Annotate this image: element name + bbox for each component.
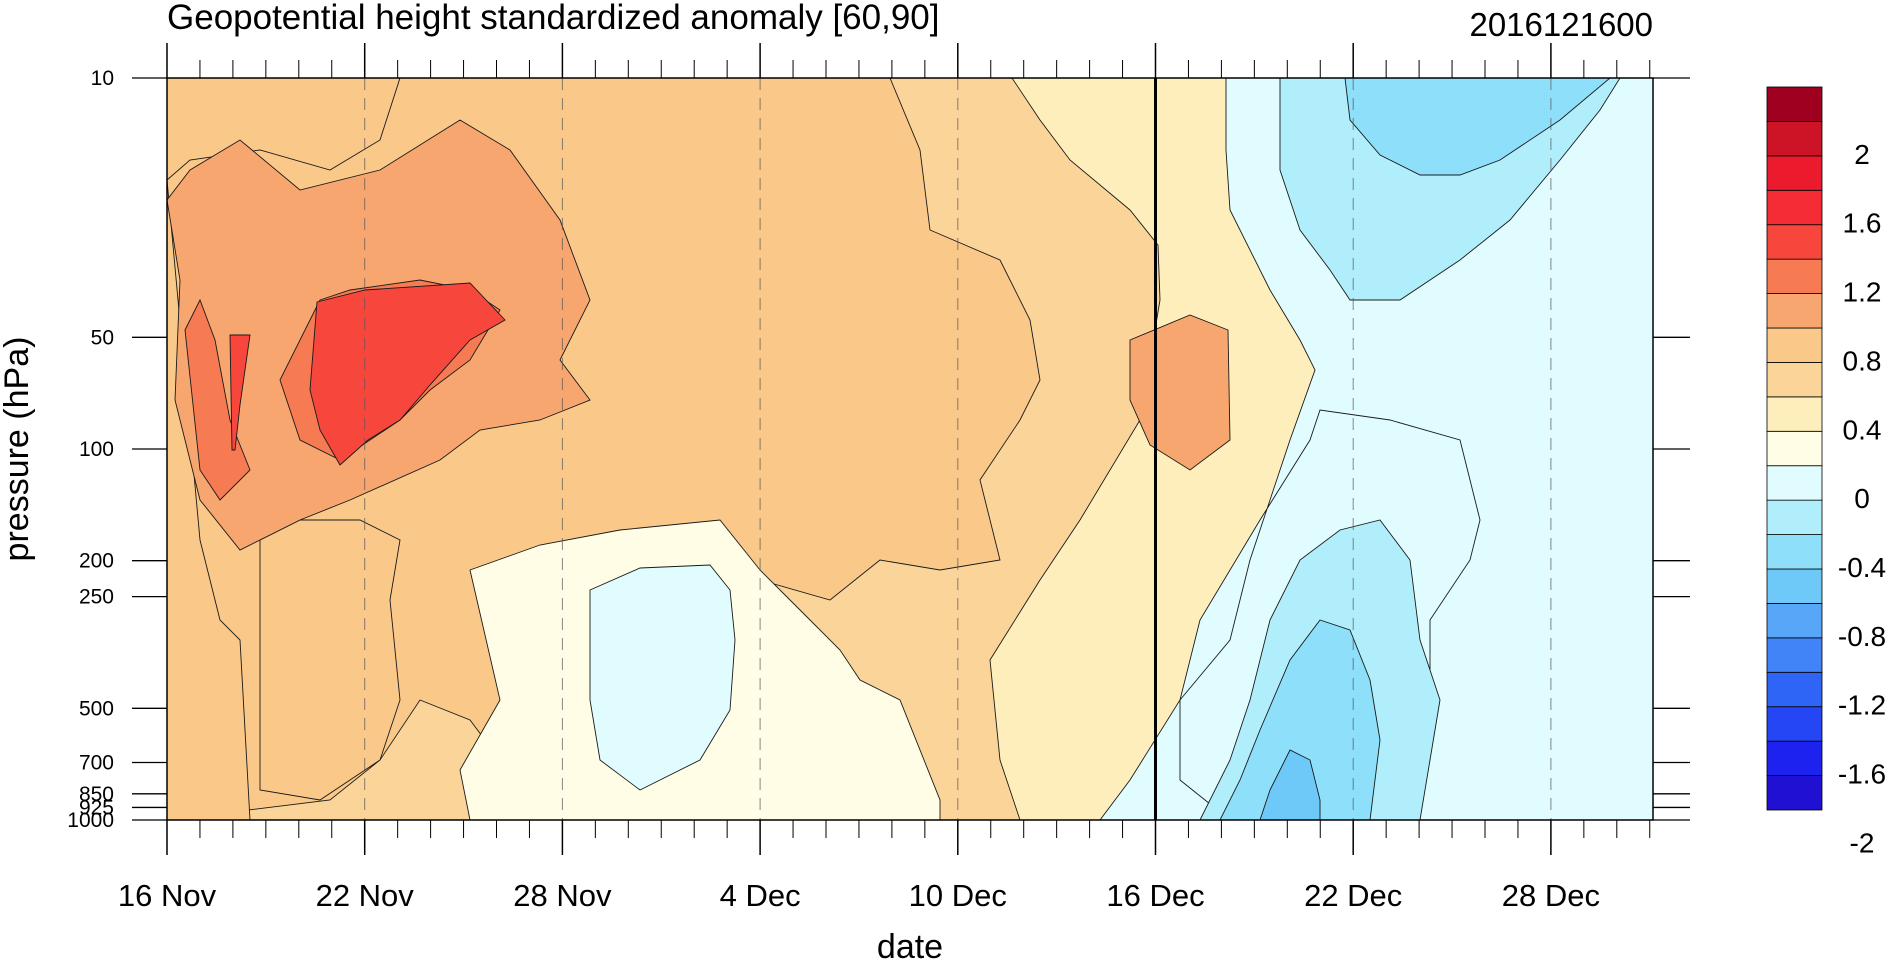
x-tick-label: 22 Nov	[316, 878, 415, 913]
colorbar-swatch	[1766, 534, 1823, 570]
colorbar-swatch	[1766, 121, 1823, 157]
grid-layer	[167, 78, 1552, 820]
x-axis-label: date	[877, 928, 943, 963]
y-tick-label: 700	[79, 752, 114, 775]
band-negative-04	[1199, 78, 1621, 820]
x-tick-label: 28 Dec	[1502, 878, 1600, 913]
colorbar-tick-label: 2	[1854, 139, 1870, 170]
colorbar-swatch	[1766, 637, 1823, 673]
x-tick-label: 16 Nov	[118, 878, 217, 913]
colorbar-swatch	[1766, 603, 1823, 639]
colorbar-swatch	[1766, 775, 1823, 811]
band-positive-06	[167, 78, 401, 820]
x-tick-label: 28 Nov	[513, 878, 612, 913]
y-tick-label: 100	[79, 438, 114, 461]
y-tick-label: 200	[79, 550, 114, 573]
band-negative-08	[1259, 749, 1321, 820]
x-tick-label: 10 Dec	[909, 878, 1007, 913]
contour-fill-layer	[167, 78, 1653, 820]
colorbar-tick-label: -2	[1850, 827, 1875, 858]
x-tick-label: 22 Dec	[1304, 878, 1402, 913]
colorbar: 2 1.6 1.2 0.8 0.4 0 -0.4 -0.8 -1.2 -1.6 -2	[1766, 86, 1886, 858]
chart-title: Geopotential height standardized anomaly…	[167, 0, 939, 37]
band-positive-14	[229, 282, 506, 466]
y-tick-label: 925	[79, 796, 114, 819]
plot-area	[167, 78, 1653, 820]
y-tick-label: 850	[79, 783, 114, 806]
colorbar-tick-label: -1.2	[1838, 690, 1886, 721]
colorbar-tick-label: 0.4	[1843, 414, 1882, 445]
x-tick-label: 16 Dec	[1106, 878, 1204, 913]
colorbar-swatch	[1766, 258, 1823, 294]
y-axis-label: pressure (hPa)	[0, 337, 36, 562]
colorbar-swatch	[1766, 362, 1823, 398]
y-tick-label: 250	[79, 586, 114, 609]
colorbar-swatch	[1766, 327, 1823, 363]
colorbar-swatch	[1766, 155, 1823, 191]
colorbar-tick-label: 0	[1854, 483, 1870, 514]
x-tick-label: 4 Dec	[720, 878, 801, 913]
chart-date-stamp: 2016121600	[1469, 6, 1653, 43]
colorbar-swatch	[1766, 568, 1823, 604]
colorbar-tick-label: 1.2	[1843, 277, 1882, 308]
y-tick-label: 500	[79, 697, 114, 720]
colorbar-swatch	[1766, 396, 1823, 432]
colorbar-tick-label: 0.8	[1843, 345, 1882, 376]
colorbar-swatch	[1766, 706, 1823, 742]
colorbar-tick-label: 1.6	[1843, 208, 1882, 239]
colorbar-swatch	[1766, 740, 1823, 776]
colorbar-swatch	[1766, 293, 1823, 329]
colorbar-swatch	[1766, 465, 1823, 501]
colorbar-tick-label: -0.4	[1838, 552, 1886, 583]
y-tick-label: 50	[91, 326, 114, 349]
colorbar-tick-label: -1.6	[1838, 759, 1886, 790]
colorbar-swatch	[1766, 86, 1823, 122]
y-tick-label: 1000	[67, 809, 114, 832]
y-tick-label: 10	[91, 67, 114, 90]
colorbar-swatch	[1766, 499, 1823, 535]
plot-axes: 16 Nov 22 Nov 28 Nov 4 Dec 10 Dec 16 Dec 22 De…	[67, 43, 1690, 913]
colorbar-swatch	[1766, 189, 1823, 226]
colorbar-swatch	[1766, 671, 1823, 708]
colorbar-swatch	[1766, 430, 1823, 467]
colorbar-tick-label: -0.8	[1838, 621, 1886, 652]
colorbar-swatch	[1766, 224, 1823, 260]
band-weak-negative	[589, 564, 736, 791]
band-negative-06	[1219, 78, 1611, 820]
